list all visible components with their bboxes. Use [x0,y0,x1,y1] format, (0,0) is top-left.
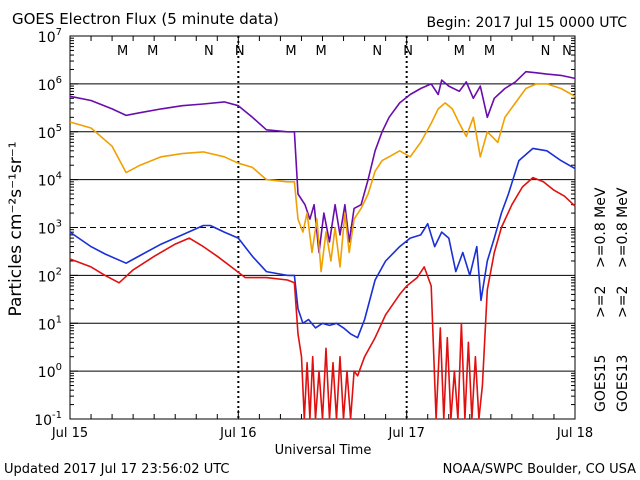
legend: GOES15 >=2 >=0.8 MeV GOES13 >=2 >=0.8 Me… [593,187,631,412]
mn-marker: N [562,44,572,59]
mn-marker: M [484,44,495,59]
y-tick-label: 100 [38,362,62,381]
x-axis-label: Universal Time [275,443,372,458]
legend-goes13-08mev: >=0.8 MeV [615,187,631,268]
mn-marker: N [235,44,245,59]
begin-time: Begin: 2017 Jul 15 0000 UTC [426,15,627,31]
y-tick-label: 106 [38,75,62,94]
y-tick-label: 102 [38,266,62,285]
day-divider-lines [237,36,408,419]
y-tick-label: 107 [38,27,62,46]
legend-goes13: GOES13 [615,355,631,412]
mn-marker: M [285,44,296,59]
x-tick-label: Jul 16 [219,426,256,441]
legend-goes15: GOES15 [593,355,609,412]
legend-goes15-2mev: >=2 [593,286,609,318]
series-line [69,147,576,339]
legend-goes15-08mev: >=0.8 MeV [593,187,609,268]
legend-goes13-2mev: >=2 [615,286,631,318]
mn-marker: N [204,44,214,59]
mn-marker: N [541,44,551,59]
series-line [69,176,576,420]
x-axis-ticks: Jul 15 Jul 16 Jul 17 Jul 18 [51,36,593,441]
y-tick-label: 105 [38,123,62,142]
mn-marker: M [454,44,465,59]
mn-marker: M [147,44,158,59]
updated-time: Updated 2017 Jul 17 23:56:02 UTC [4,462,229,477]
y-tick-label: 101 [38,314,62,333]
x-tick-label: Jul 18 [556,426,593,441]
y-tick-label: 103 [38,219,62,238]
series-line [69,70,576,254]
y-axis-label: Particles cm⁻²s⁻¹sr⁻¹ [6,141,26,316]
x-tick-label: Jul 15 [51,426,88,441]
mn-marker: N [403,44,413,59]
y-tick-label: 104 [38,171,62,190]
series-line [69,83,576,273]
mn-marker: M [315,44,326,59]
grid-lines [70,83,575,372]
y-tick-label: 10-1 [34,410,62,429]
chart-title: GOES Electron Flux (5 minute data) [12,10,279,28]
mn-marker: M [117,44,128,59]
x-tick-label: Jul 17 [387,426,424,441]
credit: NOAA/SWPC Boulder, CO USA [443,462,636,477]
series-lines [69,70,576,420]
y-axis-ticks: 107 106 105 104 103 102 101 100 10-1 [34,27,575,429]
mn-marker: N [372,44,382,59]
